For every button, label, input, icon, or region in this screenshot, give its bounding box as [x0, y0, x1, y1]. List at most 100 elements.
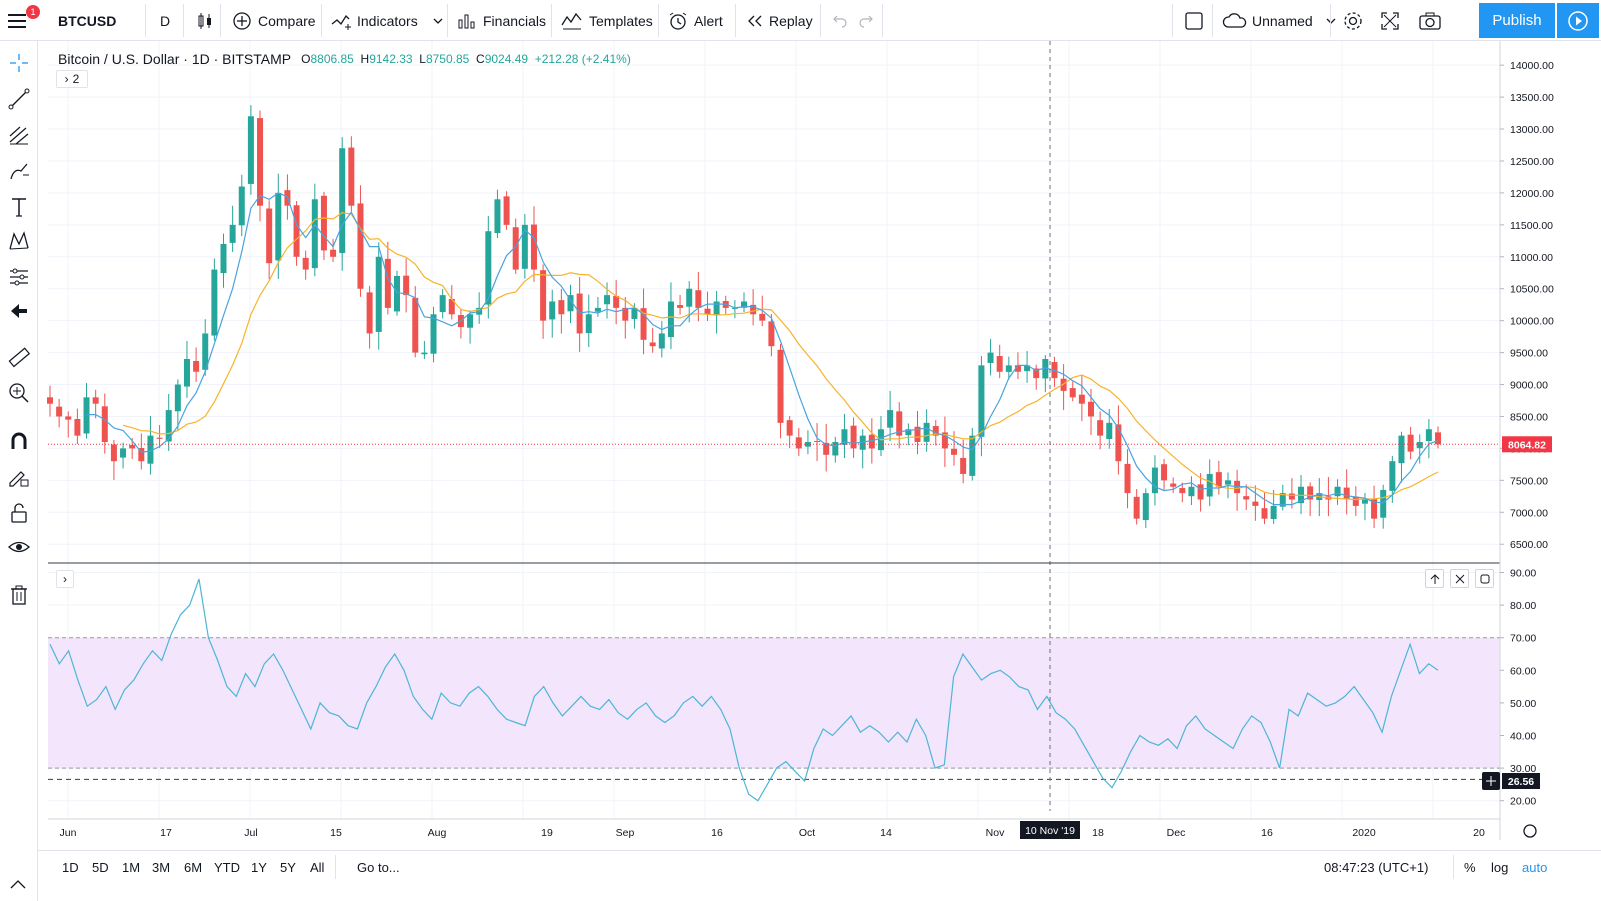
range-button-ytd[interactable]: YTD: [214, 859, 240, 875]
text-tool[interactable]: [5, 193, 33, 221]
lock-tool[interactable]: [5, 499, 33, 527]
alarm-clock-icon: [669, 12, 687, 30]
pane-maximize-button[interactable]: [1475, 569, 1494, 588]
range-button-3m[interactable]: 3M: [152, 859, 171, 875]
auto-scale-button[interactable]: auto: [1522, 859, 1548, 875]
range-button-5y[interactable]: 5Y: [280, 859, 296, 875]
rsi-tick-label: 80.00: [1510, 600, 1536, 612]
symbol-title[interactable]: Bitcoin / U.S. Dollar · 1D · BITSTAMP: [58, 51, 292, 67]
layout-button[interactable]: Unnamed: [1214, 4, 1347, 37]
candle-body: [1115, 424, 1122, 462]
candle-body: [750, 304, 757, 315]
svg-text:10 Nov '19: 10 Nov '19: [1025, 825, 1075, 837]
time-tick-label: Oct: [799, 827, 815, 839]
candle-body: [129, 444, 136, 449]
candle-body: [257, 118, 264, 206]
range-button-6m[interactable]: 6M: [184, 859, 203, 875]
candle-body: [1188, 486, 1195, 497]
axis-settings-button[interactable]: [1523, 824, 1537, 838]
clock[interactable]: 08:47:23 (UTC+1): [1324, 859, 1429, 875]
brush-icon: [10, 163, 29, 180]
open-label: O: [301, 52, 311, 66]
fullscreen-layout-button[interactable]: [1176, 4, 1212, 37]
plus-icon: [1486, 776, 1496, 786]
compare-label: Compare: [258, 12, 316, 29]
candle-body: [348, 147, 355, 206]
prediction-tool[interactable]: [5, 263, 33, 291]
rsi-legend-toggle[interactable]: ›: [56, 570, 74, 588]
play-button[interactable]: [1557, 3, 1599, 38]
menu-button[interactable]: [0, 4, 38, 37]
log-scale-button[interactable]: log: [1491, 859, 1509, 875]
candle-body: [366, 292, 373, 334]
candle-body: [1124, 463, 1131, 494]
alert-button[interactable]: Alert: [660, 4, 731, 37]
candle-body: [1024, 365, 1031, 372]
crosshair-tool[interactable]: [5, 49, 33, 77]
add-alert-plus-button[interactable]: [1482, 772, 1500, 790]
collapse-panel-button[interactable]: [8, 877, 28, 895]
range-button-all[interactable]: All: [310, 859, 325, 875]
undo-button[interactable]: [822, 4, 856, 37]
candle-body: [147, 435, 154, 464]
stay-in-drawing-tool[interactable]: [5, 463, 33, 491]
candle-body: [960, 457, 967, 474]
candle-body: [613, 295, 620, 308]
back-tool[interactable]: [5, 297, 33, 325]
candle-body: [1371, 498, 1378, 519]
candle-body: [923, 422, 930, 442]
goto-button[interactable]: Go to...: [357, 859, 400, 875]
candle-body: [658, 333, 665, 349]
range-button-1m[interactable]: 1M: [122, 859, 141, 875]
fib-tool[interactable]: [5, 121, 33, 149]
time-tick-label: 16: [711, 827, 723, 839]
candle-body: [430, 314, 437, 354]
brush-tool[interactable]: [5, 157, 33, 185]
range-button-1y[interactable]: 1Y: [251, 859, 267, 875]
visibility-tool[interactable]: [5, 533, 33, 561]
candle-body: [92, 397, 99, 404]
fullscreen-button[interactable]: [1372, 4, 1408, 37]
alert-label: Alert: [694, 12, 723, 29]
high-label: H: [360, 52, 370, 66]
ohlc-values: O8806.85 H9142.33 L8750.85 C9024.49 +212…: [301, 52, 631, 66]
financials-button[interactable]: Financials: [449, 4, 554, 37]
symbol-search-button[interactable]: BTCUSD: [58, 12, 117, 29]
measure-tool[interactable]: [5, 343, 33, 371]
compare-button[interactable]: Compare: [224, 4, 324, 37]
candle-body: [384, 258, 391, 308]
settings-button[interactable]: [1334, 4, 1372, 37]
pane-close-button[interactable]: [1450, 569, 1469, 588]
snapshot-button[interactable]: [1410, 4, 1450, 37]
chart-type-button[interactable]: [188, 4, 222, 37]
play-circle-icon: [1568, 10, 1588, 31]
templates-button[interactable]: Templates: [553, 4, 661, 37]
pattern-tool[interactable]: [5, 227, 33, 255]
chart-canvas[interactable]: 14000.00 13500.00 13000.00 12500.00 12000.00…: [0, 41, 1601, 850]
replay-button[interactable]: Replay: [737, 4, 821, 37]
magnet-tool[interactable]: [5, 427, 33, 455]
candle-body: [421, 352, 428, 355]
candle-body: [996, 356, 1003, 372]
zoom-tool[interactable]: [5, 379, 33, 407]
percent-scale-button[interactable]: %: [1464, 859, 1476, 875]
trend-line-tool[interactable]: [5, 85, 33, 113]
time-axis[interactable]: Jun 17 Jul 15 Aug 19 Sep 16 Oct 14 Nov 18 Dec 16 2020 2…: [60, 827, 1485, 839]
indicators-button[interactable]: Indicators: [323, 4, 454, 37]
indicators-toggle[interactable]: › 2: [56, 70, 88, 88]
rsi-axis[interactable]: 90.00 80.00 70.00 60.00 50.00 40.00 30.00 20.00: [1500, 568, 1536, 808]
range-button-1d[interactable]: 1D: [62, 859, 79, 875]
pane-move-up-button[interactable]: [1425, 569, 1444, 588]
remove-drawings-tool[interactable]: [5, 581, 33, 609]
redo-button[interactable]: [850, 4, 884, 37]
indicators-icon: [331, 14, 351, 30]
time-tick-label: 19: [541, 827, 553, 839]
price-axis[interactable]: 14000.00 13500.00 13000.00 12500.00 12000.00…: [1500, 60, 1554, 551]
rsi-band: [48, 637, 1500, 769]
candle-body: [1435, 432, 1441, 445]
range-button-5d[interactable]: 5D: [92, 859, 109, 875]
candle-body: [1097, 420, 1104, 436]
publish-button[interactable]: Publish: [1479, 3, 1555, 38]
interval-button[interactable]: D: [160, 12, 171, 29]
zoom-in-icon: [9, 383, 29, 403]
